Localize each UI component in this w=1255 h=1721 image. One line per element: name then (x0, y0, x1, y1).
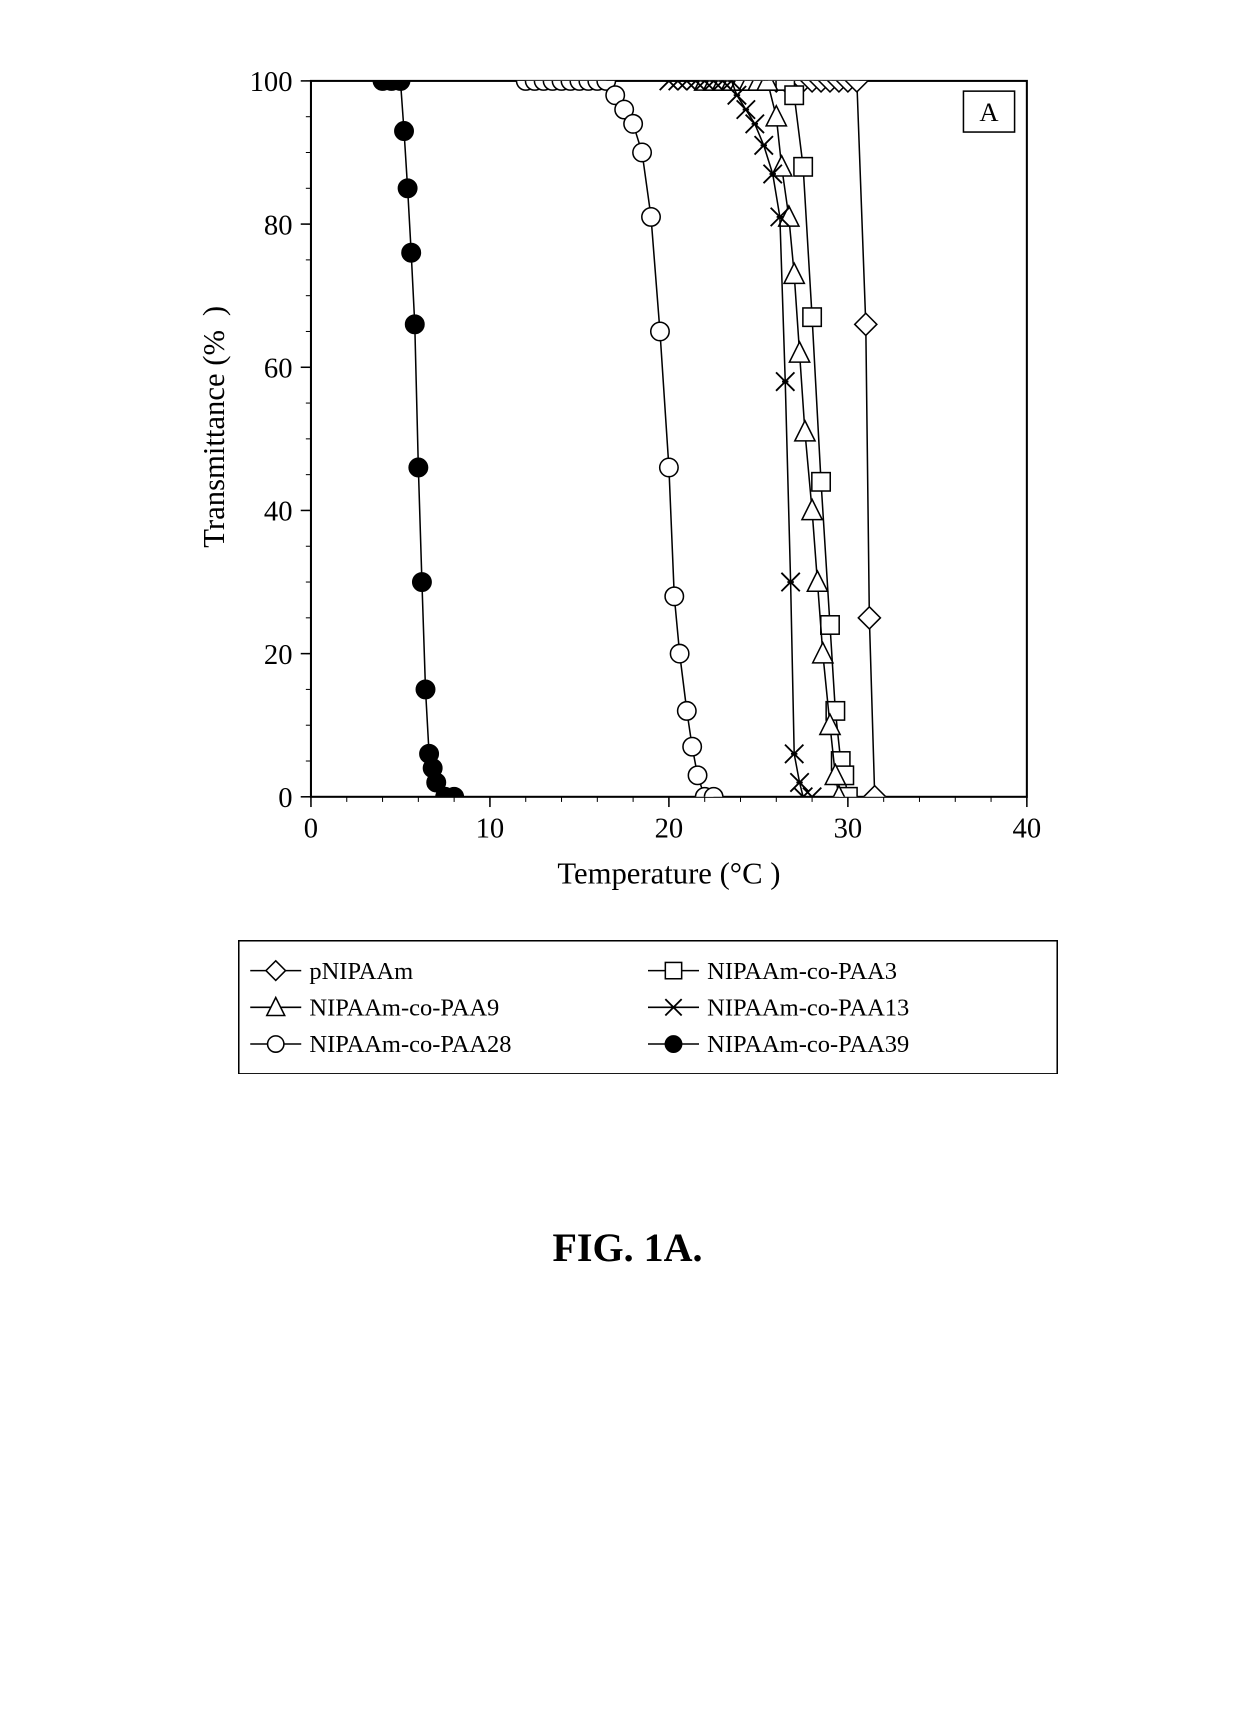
svg-text:Temperature (°C ): Temperature (°C ) (557, 857, 780, 891)
svg-text:20: 20 (263, 639, 292, 671)
svg-text:40: 40 (1012, 813, 1041, 845)
legend-svg: pNIPAAm NIPAAm-co-PAA3 NIPAAm-co-PAA9 NIPAA… (238, 940, 1058, 1075)
svg-text:NIPAAm-co-PAA28: NIPAAm-co-PAA28 (309, 1031, 511, 1058)
svg-text:NIPAAm-co-PAA9: NIPAAm-co-PAA9 (309, 994, 499, 1021)
svg-text:0: 0 (278, 782, 292, 814)
svg-text:30: 30 (833, 813, 862, 845)
svg-text:10: 10 (475, 813, 504, 845)
svg-text:40: 40 (263, 496, 292, 528)
chart-svg: 0 10 20 30 40 0 20 40 60 80 100 Temperature (°C ) Tr… (178, 40, 1078, 920)
svg-text:NIPAAm-co-PAA3: NIPAAm-co-PAA3 (707, 957, 897, 984)
svg-text:20: 20 (654, 813, 683, 845)
chart-container: 0 10 20 30 40 0 20 40 60 80 100 Temperature (°C ) Tr… (178, 40, 1078, 1271)
figure-caption: FIG. 1A. (178, 1224, 1078, 1271)
svg-text:0: 0 (303, 813, 317, 845)
svg-text:Transmittance (%: Transmittance (% (197, 330, 231, 548)
svg-text:100: 100 (249, 66, 292, 98)
svg-text:A: A (979, 97, 998, 127)
svg-text:NIPAAm-co-PAA13: NIPAAm-co-PAA13 (707, 994, 909, 1021)
svg-text:NIPAAm-co-PAA39: NIPAAm-co-PAA39 (707, 1031, 909, 1058)
svg-text:80: 80 (263, 209, 292, 241)
svg-text:60: 60 (263, 352, 292, 384)
svg-text:pNIPAAm: pNIPAAm (309, 957, 413, 984)
svg-text:): ) (197, 306, 231, 316)
